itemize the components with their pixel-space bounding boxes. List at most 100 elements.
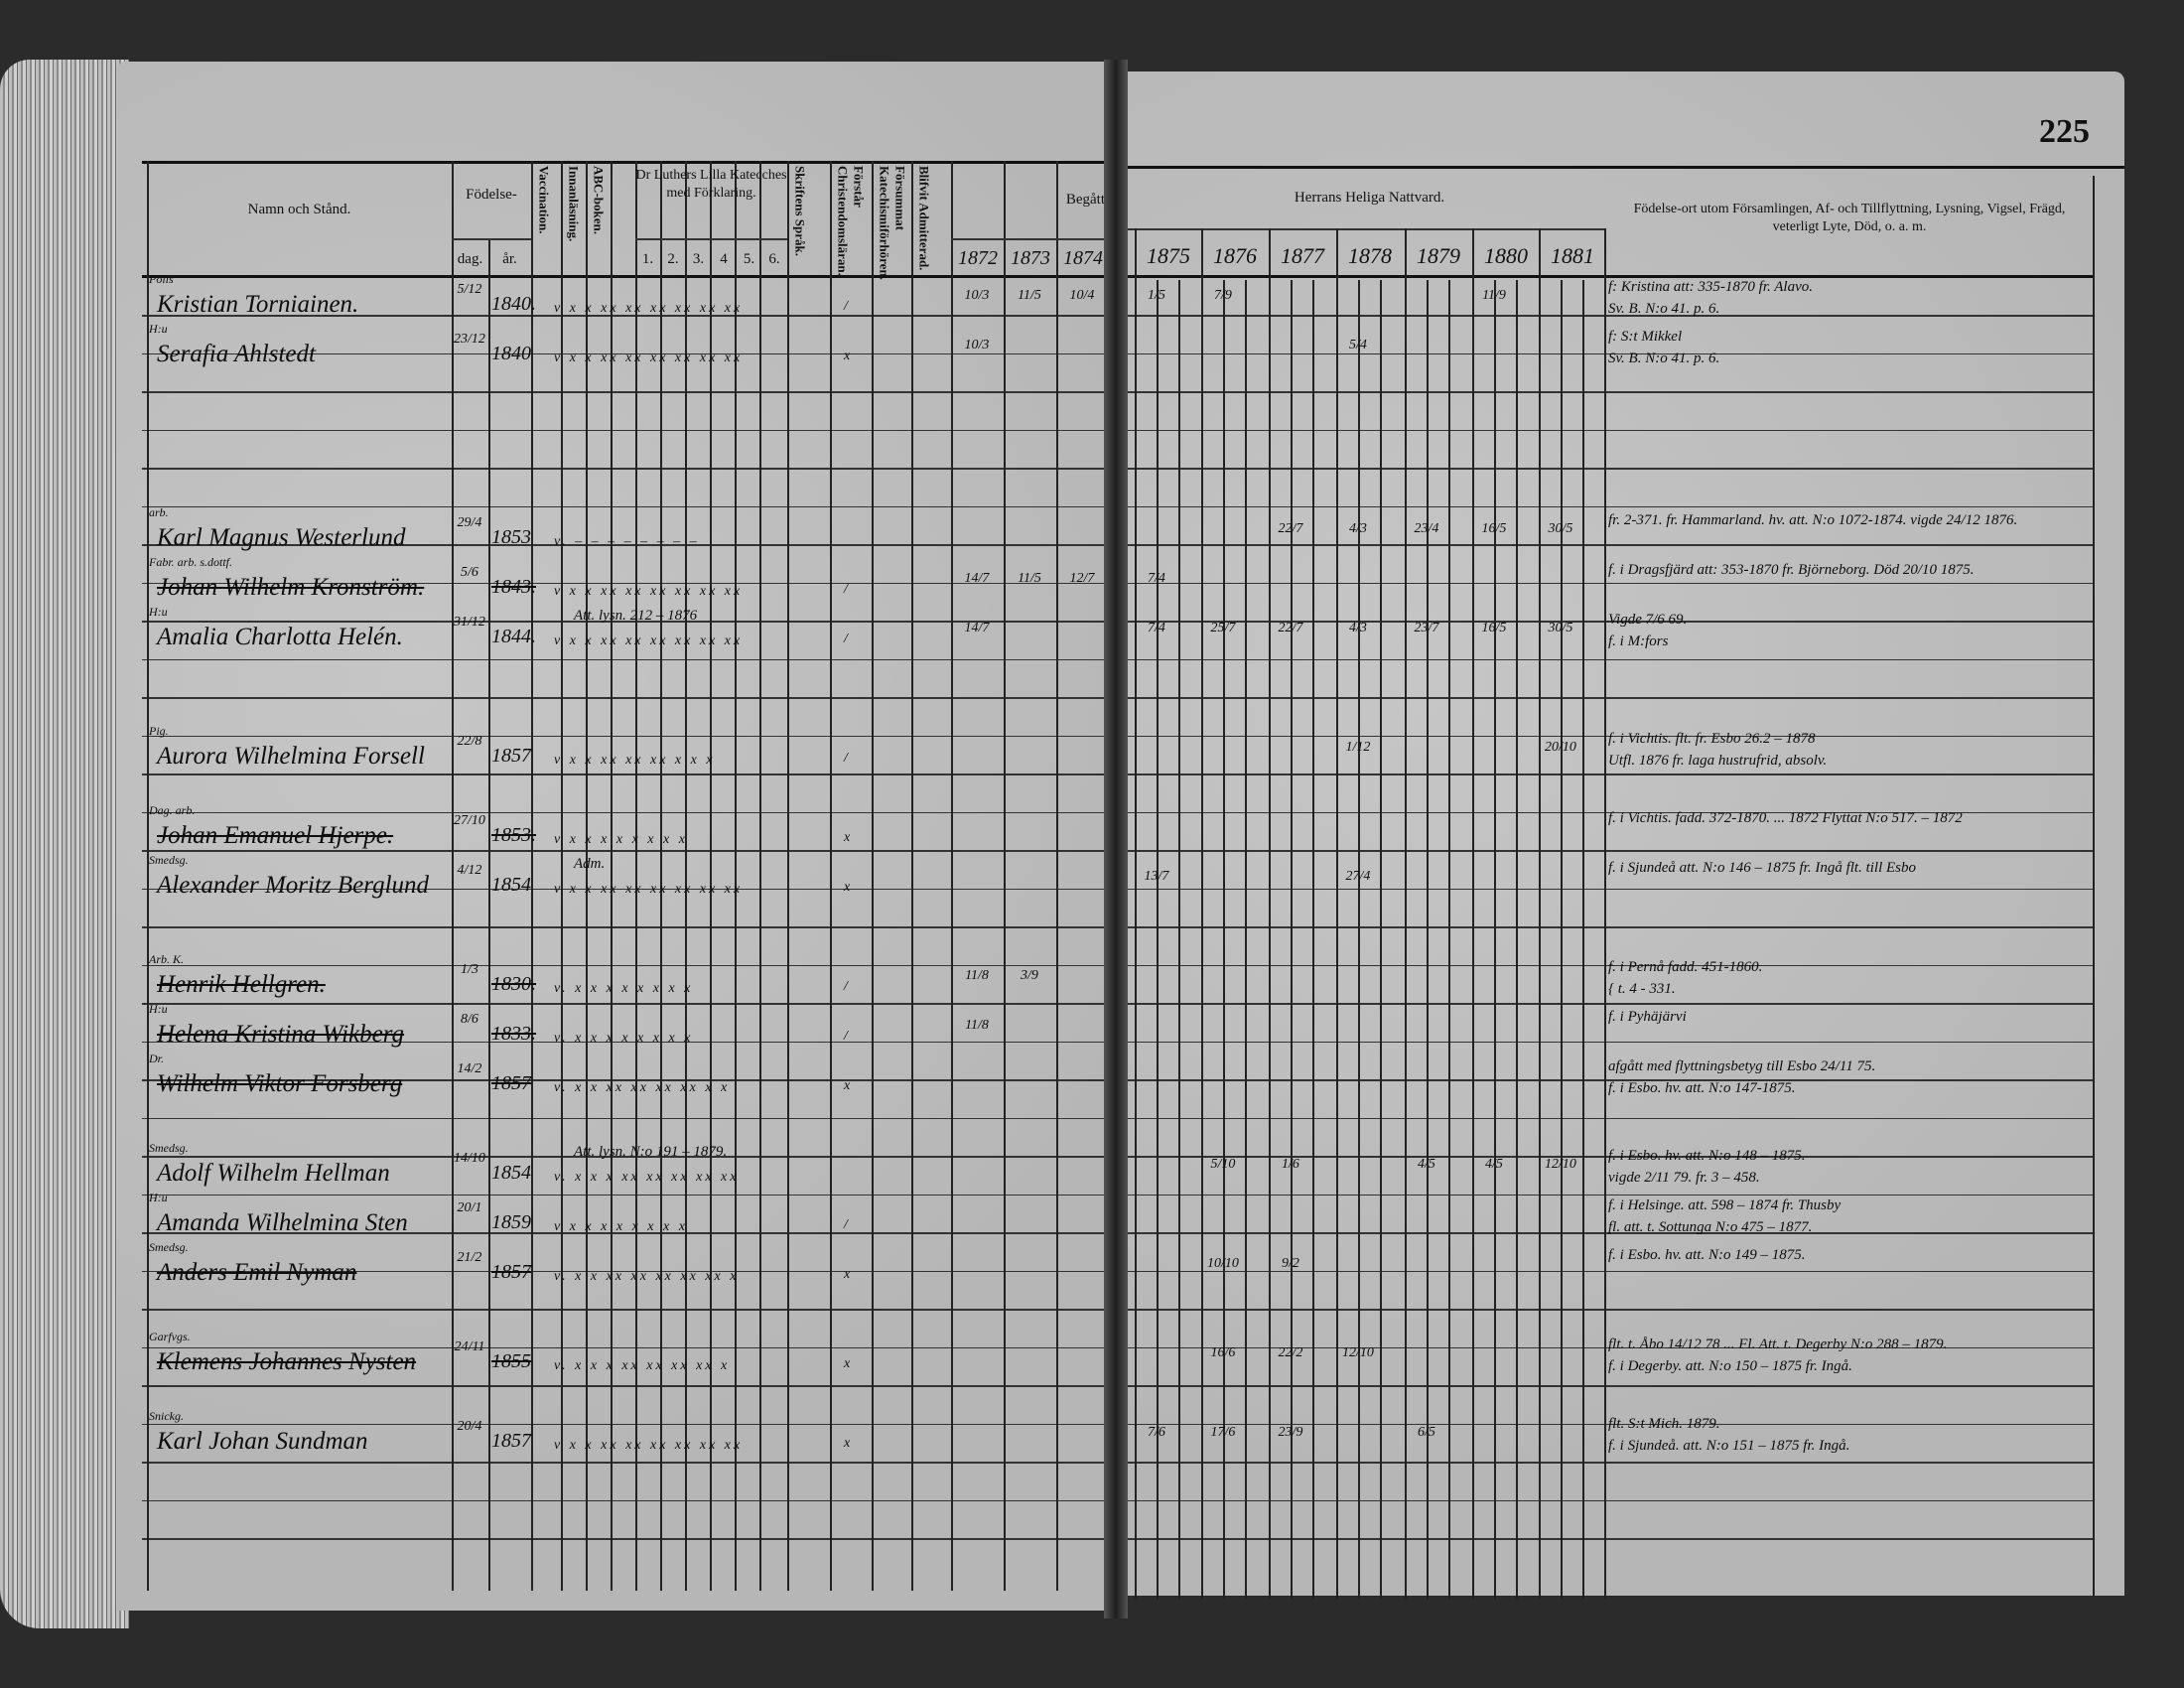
occupation-label: Dr.	[149, 1052, 165, 1065]
ruled-line	[142, 1003, 1110, 1005]
column-line	[561, 161, 563, 1591]
communion-date: 23/9	[1278, 1425, 1303, 1440]
ruled-line	[1120, 1041, 2093, 1043]
birth-year: 1857	[491, 1261, 531, 1283]
communion-date: 5/4	[1349, 338, 1367, 352]
left-page: Namn och Stånd. Födelse-dag. år. Vaccinatio…	[117, 62, 1112, 1611]
catechism-marks: v x x x x x x x x	[554, 1219, 688, 1234]
ruled-line	[1120, 1194, 2093, 1196]
christendom-mark: x	[844, 349, 851, 363]
reading-header: Innanläsning.	[566, 166, 582, 242]
communion-date: 1/12	[1345, 740, 1371, 755]
vaccination-header: Vaccination.	[536, 166, 552, 234]
ruled-line	[142, 621, 1110, 623]
rule	[1120, 228, 1604, 230]
book-page-edges	[0, 60, 129, 1628]
person-name: Klemens Johannes Nysten	[157, 1348, 417, 1375]
birth-year: 1853.	[491, 824, 536, 846]
christendom-mark: x	[844, 1078, 851, 1093]
birth-year: 1840.	[491, 293, 536, 315]
person-name: Amanda Wilhelmina Sten	[157, 1209, 408, 1236]
communion-date: 22/7	[1278, 621, 1303, 635]
column-line	[685, 161, 687, 1591]
sub-column-line	[1448, 280, 1450, 1599]
column-line	[830, 161, 832, 1591]
communion-date: 30/5	[1548, 521, 1573, 536]
communion-date: 6/5	[1418, 1425, 1435, 1440]
ruled-line	[142, 1538, 1110, 1540]
column-line	[531, 161, 533, 1591]
occupation-label: Smedsg.	[149, 853, 189, 867]
christendom-mark: x	[844, 830, 851, 845]
catechism-part-header: 4	[720, 251, 728, 267]
sub-column-line	[1178, 280, 1180, 1599]
catechism-marks: v. x x xx xx xx xx x x	[554, 1080, 731, 1095]
birth-year: 1840	[491, 343, 531, 364]
column-line	[1405, 228, 1407, 1599]
birth-year-header: år.	[502, 251, 517, 267]
catechism-header: Dr Luthers Lilla Katecches med Förklarin…	[635, 168, 787, 201]
remark-note: f. i M:fors	[1608, 633, 1669, 649]
occupation-label: Polis	[149, 272, 174, 286]
ruled-line	[1120, 621, 2093, 623]
ruled-line	[142, 964, 1110, 966]
remark-note: f. i Sjundeå. att. N:o 151 – 1875 fr. In…	[1608, 1438, 1850, 1454]
occupation-label: Garfvgs.	[149, 1330, 191, 1343]
christendom-mark: x	[844, 880, 851, 895]
ruled-line	[142, 468, 1110, 470]
ruled-line	[142, 1462, 1110, 1464]
birth-year: 1857	[491, 1072, 531, 1094]
name-header: Namn och Stånd.	[247, 202, 351, 217]
birth-year: 1859	[491, 1211, 531, 1233]
year-header: 1877	[1281, 243, 1324, 268]
birth-day: 5/12	[457, 282, 482, 297]
communion-date: 25/7	[1210, 621, 1236, 635]
remark-note: Vigde 7/6 69.	[1608, 612, 1688, 628]
sub-column-line	[1516, 280, 1518, 1599]
sub-column-line	[1494, 280, 1496, 1599]
partaken-header: Begått	[1065, 192, 1105, 208]
ruled-line	[1120, 697, 2093, 699]
column-line	[1004, 161, 1006, 1591]
birth-day-header: dag.	[457, 251, 483, 267]
ruled-line	[1120, 315, 2093, 317]
ruled-line	[1120, 1423, 2093, 1425]
column-line	[488, 238, 490, 1591]
ruled-line	[1120, 774, 2093, 775]
catechism-marks: v x x xx xx xx xx xx xx	[554, 633, 744, 648]
ruled-line	[1120, 1117, 2093, 1119]
remark-note: fl. att. t. Sottunga N:o 475 – 1877.	[1608, 1219, 1813, 1235]
remark-note: f. i Sjundeå att. N:o 146 – 1875 fr. Ing…	[1608, 860, 1917, 876]
admitted-header: Blifvit Admitterad.	[916, 166, 932, 271]
ruled-line	[142, 658, 1110, 660]
column-line	[911, 161, 913, 1591]
communion-date: 11/5	[1018, 288, 1041, 303]
occupation-label: H:u	[149, 1191, 168, 1204]
communion-date: 10/3	[964, 288, 990, 303]
ruled-line	[1120, 1462, 2093, 1464]
communion-date: 14/7	[964, 571, 990, 586]
communion-date: 13/7	[1144, 869, 1169, 884]
ruled-line	[142, 926, 1110, 928]
remark-note: f: Kristina att: 335-1870 fr. Alavo.	[1608, 279, 1813, 295]
remark-note: afgått med flyttningsbetyg till Esbo 24/…	[1608, 1058, 1876, 1074]
column-line	[1604, 228, 1606, 1599]
communion-date: 27/4	[1345, 869, 1371, 884]
year-header: 1874	[1063, 247, 1103, 269]
communion-date: 7/6	[1148, 1425, 1165, 1440]
remark-note: fr. 2-371. fr. Hammarland. hv. att. N:o …	[1608, 512, 2018, 528]
occupation-label: Fabr. arb. s.dottf.	[149, 555, 233, 569]
catechism-marks: v. x x x xx xx xx xx x	[554, 1358, 731, 1373]
right-page: 225 Herrans Heliga Nattvard. Födelse-ort …	[1120, 71, 2124, 1599]
ruled-line	[142, 315, 1110, 317]
communion-date: 23/7	[1414, 621, 1439, 635]
occupation-label: Dag. arb.	[149, 803, 196, 817]
column-line	[1135, 228, 1137, 1599]
year-header: 1878	[1348, 243, 1392, 268]
communion-date: 10/4	[1069, 288, 1095, 303]
christendom-mark: /	[844, 979, 848, 994]
communion-date: 22/2	[1278, 1345, 1303, 1360]
ruled-line	[1120, 811, 2093, 813]
ruled-line	[1120, 505, 2093, 507]
catechism-marks: v. x x xx xx xx xx xx x	[554, 1269, 740, 1284]
